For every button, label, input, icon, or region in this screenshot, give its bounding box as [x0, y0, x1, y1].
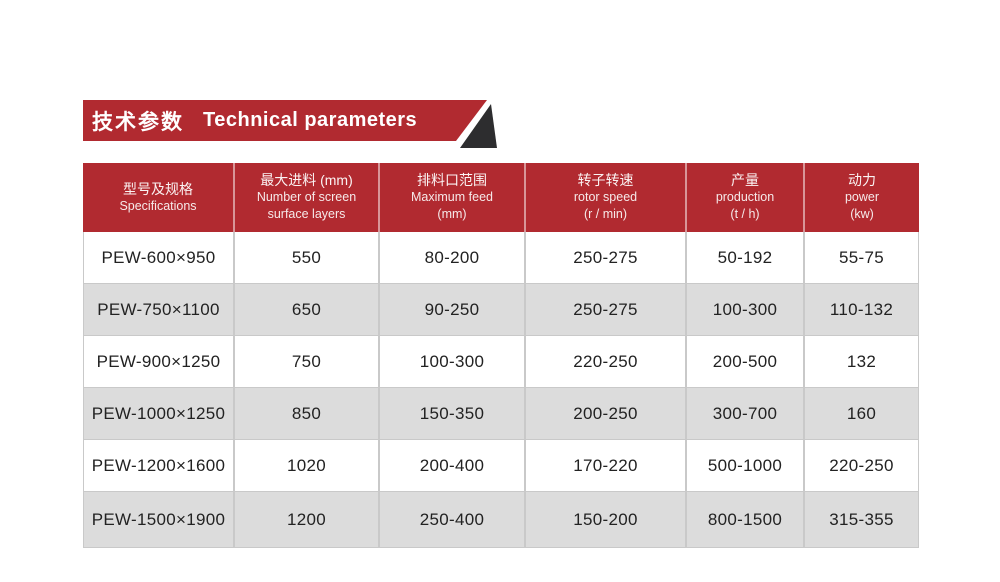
cell-production: 200-500 — [687, 336, 805, 387]
header-label-zh: 转子转速 — [577, 172, 634, 188]
table-row: PEW-1200×1600 1020 200-400 170-220 500-1… — [84, 440, 918, 492]
cell-model: PEW-600×950 — [84, 232, 235, 283]
section-title-banner: 技术参数 Technical parameters — [83, 100, 499, 150]
header-label-en: surface layers — [267, 207, 346, 221]
cell-power: 132 — [846, 351, 877, 371]
header-label-zh: 型号及规格 — [123, 180, 193, 197]
header-label-zh: 动力 — [848, 172, 876, 188]
table-row: PEW-1500×1900 1200 250-400 150-200 800-1… — [84, 492, 918, 547]
header-label-en: Maximum feed — [411, 190, 493, 204]
header-label-en: (r / min) — [583, 207, 628, 221]
header-label-zh: 排料口范围 — [417, 172, 487, 188]
header-label-zh: 产量 — [731, 172, 759, 188]
cell-discharge: 100-300 — [380, 336, 526, 387]
header-label-en: rotor speed — [573, 190, 638, 204]
cell-discharge: 200-400 — [380, 440, 526, 491]
cell-max-feed: 550 — [235, 232, 380, 283]
cell-power: 110-132 — [829, 299, 894, 319]
technical-parameters-table: 型号及规格 Specifications 最大进料 (mm) Number of… — [83, 163, 919, 548]
cell-rotor-speed: 250-275 — [526, 284, 687, 335]
cell-discharge: 80-200 — [380, 232, 526, 283]
cell-power: 55-75 — [839, 247, 884, 267]
header-label-en: (mm) — [437, 207, 467, 221]
cell-model: PEW-1000×1250 — [84, 388, 235, 439]
cell-max-feed: 650 — [235, 284, 380, 335]
cell-rotor-speed: 220-250 — [526, 336, 687, 387]
cell-discharge: 150-350 — [380, 388, 526, 439]
table-row: PEW-1000×1250 850 150-350 200-250 300-70… — [84, 388, 918, 440]
column-header-max-feed: 最大进料 (mm) Number of screen surface layer… — [235, 163, 380, 232]
cell-production: 800-1500 — [687, 492, 805, 547]
cell-max-feed: 1020 — [235, 440, 380, 491]
column-header-discharge-range: 排料口范围 Maximum feed (mm) — [380, 163, 526, 232]
cell-production: 300-700 — [687, 388, 805, 439]
header-label-en: (kw) — [850, 207, 874, 221]
page-title-chinese: 技术参数 — [92, 110, 184, 134]
column-header-production: 产量 production (t / h) — [687, 163, 805, 232]
cell-discharge: 250-400 — [380, 492, 526, 547]
cell-rotor-speed: 200-250 — [526, 388, 687, 439]
page-title-english: Technical parameters — [203, 109, 418, 131]
cell-model: PEW-1500×1900 — [84, 492, 235, 547]
cell-power: 160 — [846, 403, 877, 423]
cell-max-feed: 750 — [235, 336, 380, 387]
table-header-row: 型号及规格 Specifications 最大进料 (mm) Number of… — [83, 163, 919, 232]
table-row: PEW-750×1100 650 90-250 250-275 100-300 … — [84, 284, 918, 336]
cell-production: 100-300 — [687, 284, 805, 335]
table-row: PEW-900×1250 750 100-300 220-250 200-500… — [84, 336, 918, 388]
table-row: PEW-600×950 550 80-200 250-275 50-192 55… — [84, 232, 918, 284]
cell-discharge: 90-250 — [380, 284, 526, 335]
cell-power: 315-355 — [829, 509, 894, 529]
cell-max-feed: 850 — [235, 388, 380, 439]
column-header-power: 动力 power (kw) — [805, 163, 919, 232]
header-label-zh: 最大进料 (mm) — [260, 172, 353, 188]
table-body: PEW-600×950 550 80-200 250-275 50-192 55… — [83, 232, 919, 548]
header-label-en: Number of screen — [256, 190, 357, 204]
cell-rotor-speed: 170-220 — [526, 440, 687, 491]
header-label-en: Specifications — [119, 198, 197, 213]
cell-max-feed: 1200 — [235, 492, 380, 547]
header-label-en: power — [844, 190, 880, 204]
cell-production: 500-1000 — [687, 440, 805, 491]
cell-model: PEW-750×1100 — [84, 284, 235, 335]
column-header-specifications: 型号及规格 Specifications — [83, 163, 235, 232]
cell-model: PEW-900×1250 — [84, 336, 235, 387]
cell-power: 220-250 — [829, 455, 894, 475]
cell-rotor-speed: 250-275 — [526, 232, 687, 283]
cell-model: PEW-1200×1600 — [84, 440, 235, 491]
cell-production: 50-192 — [687, 232, 805, 283]
cell-rotor-speed: 150-200 — [526, 492, 687, 547]
column-header-rotor-speed: 转子转速 rotor speed (r / min) — [526, 163, 687, 232]
title-ribbon: 技术参数 Technical parameters — [83, 100, 487, 141]
header-label-en: (t / h) — [730, 207, 760, 221]
header-label-en: production — [715, 190, 775, 204]
